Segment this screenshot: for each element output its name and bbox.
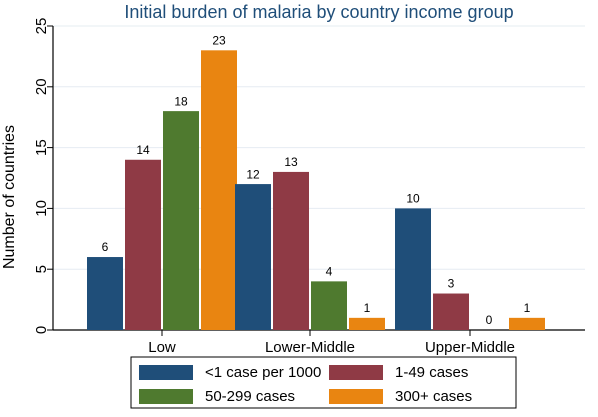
y-tick-label-1: 5 [33, 265, 50, 273]
chart-title: Initial burden of malaria by country inc… [124, 2, 513, 22]
y-tick-label-3: 15 [33, 139, 50, 156]
legend-swatch-3 [329, 389, 383, 404]
x-tick-label-1: Lower-Middle [265, 339, 355, 356]
data-label-2-2: 0 [486, 313, 493, 327]
bar-2-1 [433, 293, 469, 330]
legend-swatch-2 [139, 389, 193, 404]
data-label-0-0: 6 [102, 240, 109, 254]
data-label-2-1: 3 [448, 277, 455, 291]
data-label-1-1: 13 [284, 155, 298, 169]
x-tick-label-0: Low [148, 339, 176, 356]
data-label-1-2: 4 [326, 265, 333, 279]
data-label-2-0: 10 [406, 192, 420, 206]
legend: <1 case per 1000 1-49 cases 50-299 cases 30… [130, 356, 517, 409]
legend-label-2: 50-299 cases [205, 388, 295, 405]
legend-swatch-1 [329, 365, 383, 380]
bar-0-3 [201, 50, 237, 330]
y-tick-label-0: 0 [33, 326, 50, 334]
bar-1-3 [349, 317, 385, 330]
bar-0-0 [87, 257, 123, 330]
data-label-1-0: 12 [246, 167, 260, 181]
data-label-1-3: 1 [364, 301, 371, 315]
legend-label-0: <1 case per 1000 [205, 364, 321, 381]
data-label-0-2: 18 [174, 94, 188, 108]
data-labels: 6 14 18 23 12 13 4 1 10 3 0 1 [102, 33, 531, 327]
bar-2-0 [395, 208, 431, 330]
y-tick-label-5: 25 [33, 18, 50, 35]
bar-2-3 [509, 317, 545, 330]
data-label-0-3: 23 [212, 33, 226, 47]
legend-box [130, 356, 517, 409]
bar-1-1 [273, 171, 309, 330]
data-label-2-3: 1 [524, 301, 531, 315]
y-axis-label: Number of countries [1, 125, 18, 269]
y-tick-label-2: 10 [33, 200, 50, 217]
y-tick-label-4: 20 [33, 78, 50, 95]
bar-1-2 [311, 281, 347, 330]
legend-label-3: 300+ cases [395, 388, 472, 405]
legend-swatch-0 [139, 365, 193, 380]
bars [87, 50, 545, 331]
data-label-0-1: 14 [136, 143, 150, 157]
x-tick-label-2: Upper-Middle [425, 339, 515, 356]
bar-0-2 [163, 111, 199, 331]
legend-label-1: 1-49 cases [395, 364, 468, 381]
bar-1-0 [235, 184, 271, 330]
bar-0-1 [125, 159, 161, 330]
